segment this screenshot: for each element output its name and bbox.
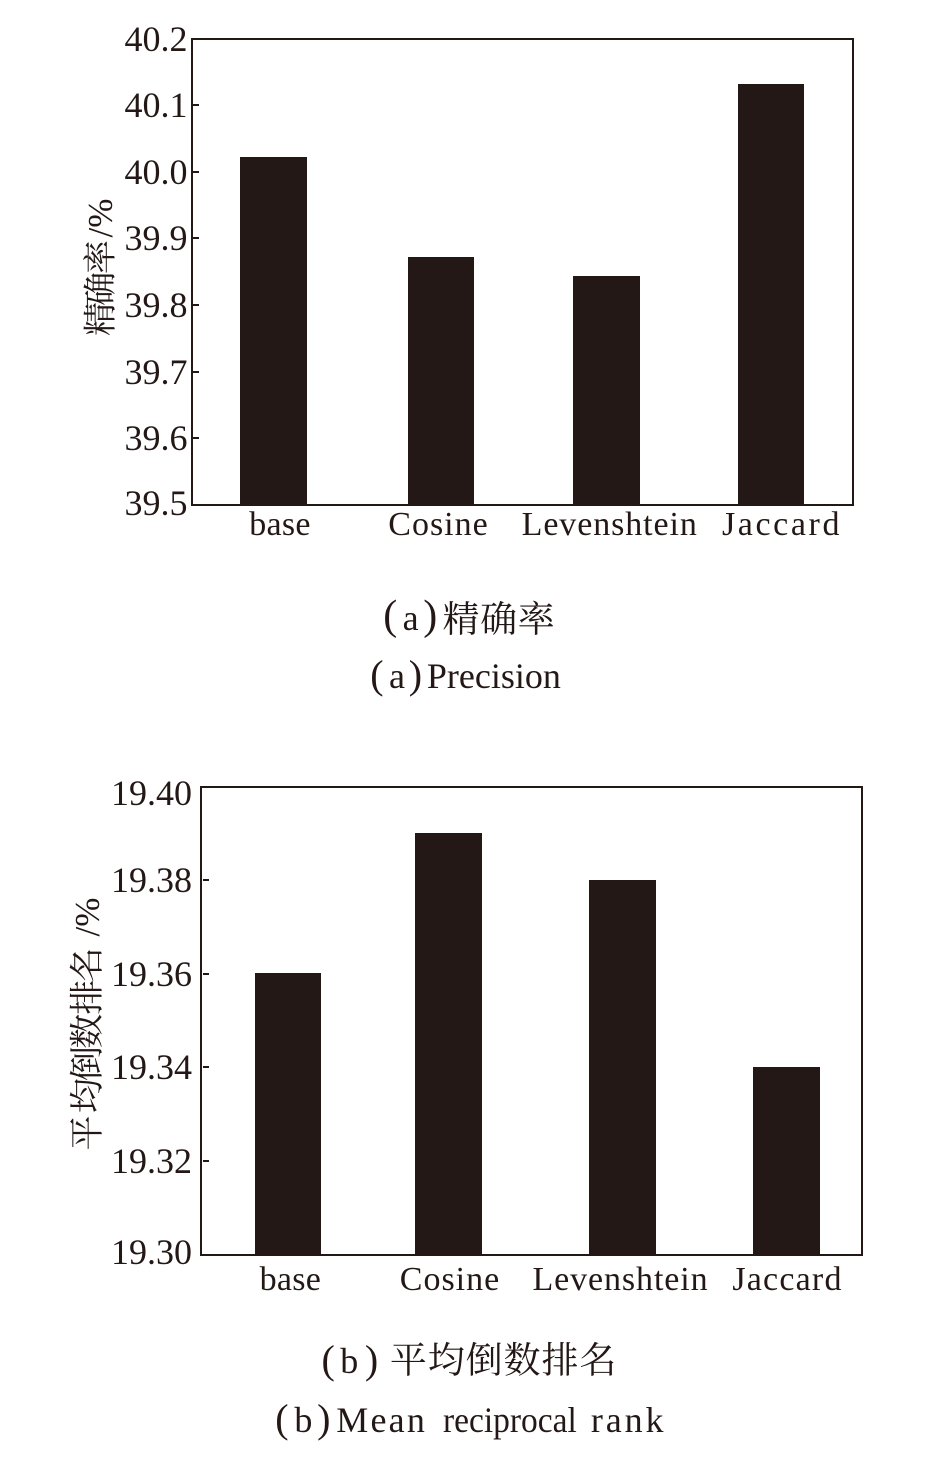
svg-text:/%: /% <box>81 199 120 238</box>
svg-text:/%: /% <box>68 897 107 936</box>
